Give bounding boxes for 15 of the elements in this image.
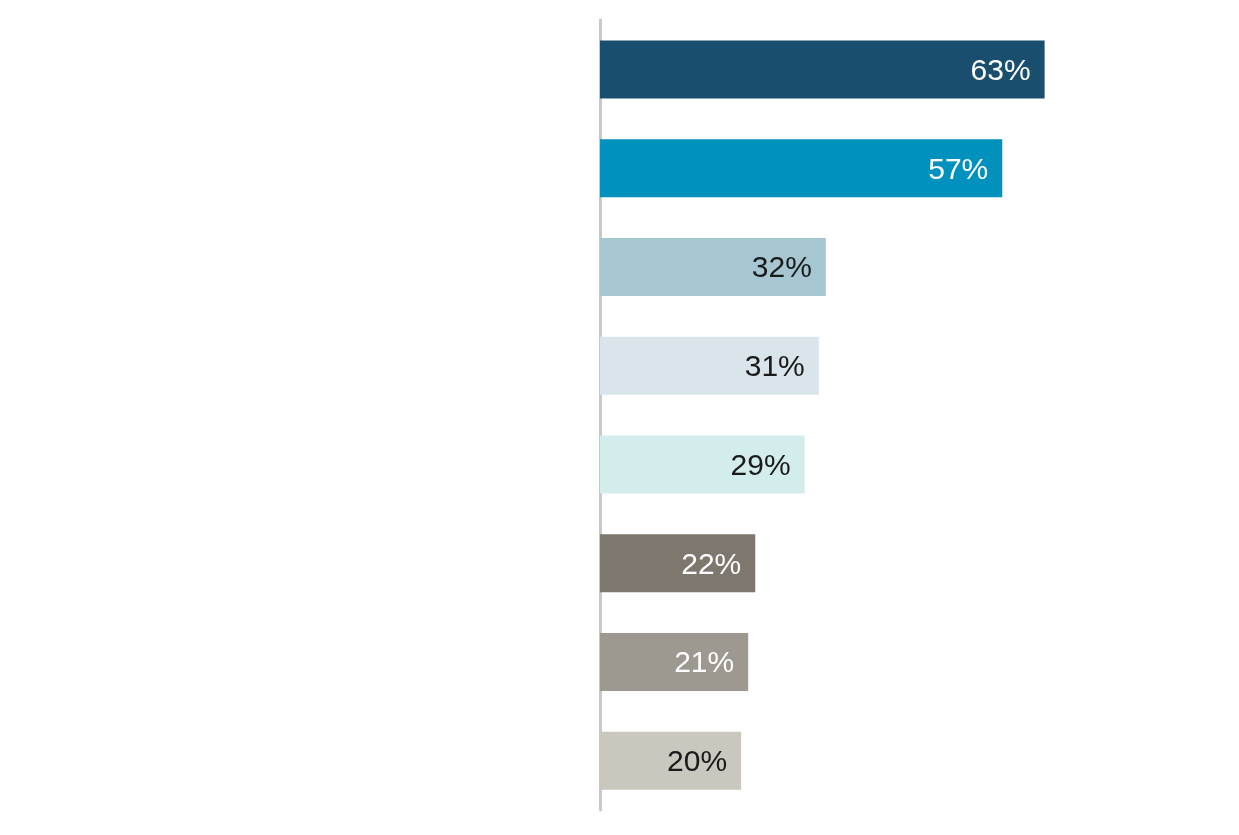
bar	[600, 139, 1003, 198]
data-label: 21%	[674, 645, 735, 679]
data-label: 20%	[667, 744, 728, 778]
data-label: 57%	[928, 151, 989, 185]
data-label: 22%	[681, 546, 742, 580]
data-label: 31%	[744, 349, 805, 383]
bar	[600, 534, 756, 593]
data-label: 32%	[751, 250, 812, 284]
bar	[600, 435, 805, 494]
bar	[600, 40, 1045, 99]
bar	[600, 336, 819, 395]
data-label: 29%	[730, 447, 791, 481]
bar	[600, 632, 749, 691]
bar	[600, 237, 826, 296]
data-label: 63%	[970, 52, 1031, 86]
